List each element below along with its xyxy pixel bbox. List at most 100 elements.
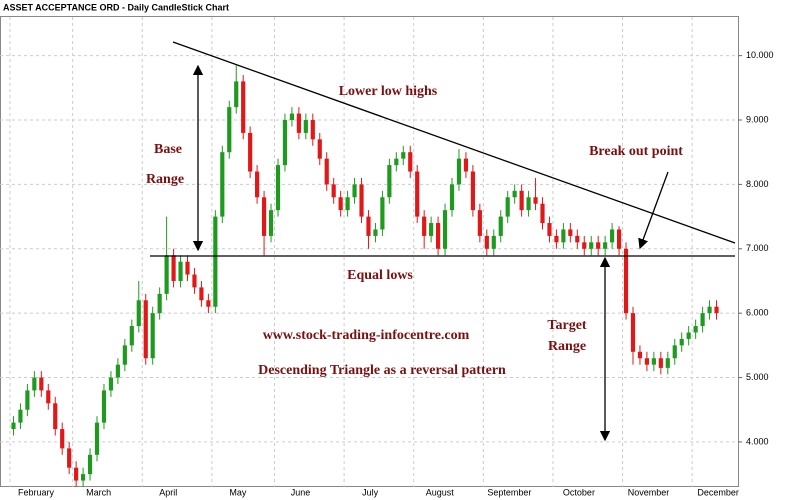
- plot-frame: [0, 16, 739, 487]
- y-tick-label: 7.000: [746, 243, 769, 253]
- y-tick-label: 5.000: [746, 372, 769, 382]
- candle-body: [477, 210, 482, 236]
- candle-body: [449, 184, 455, 211]
- candle-body: [401, 152, 406, 159]
- candle-body: [94, 422, 100, 455]
- candle-body: [108, 377, 114, 391]
- candle-body: [700, 313, 705, 327]
- candle-body: [519, 190, 524, 211]
- candle-body: [644, 358, 649, 365]
- x-tick-label: April: [159, 487, 177, 497]
- candle-body: [11, 422, 16, 430]
- candle-body: [101, 390, 107, 423]
- x-tick-label: November: [628, 487, 670, 497]
- candle-body: [150, 313, 155, 359]
- annotation: Target: [547, 318, 586, 333]
- candle-body: [46, 390, 51, 404]
- candle-body: [206, 300, 211, 307]
- candle-body: [415, 171, 420, 217]
- candle-body: [171, 255, 176, 281]
- candle-body: [317, 139, 322, 159]
- candle-body: [533, 197, 538, 204]
- candle-body: [324, 158, 329, 185]
- candle-body: [282, 120, 288, 166]
- y-tick-label: 4.000: [746, 436, 769, 446]
- candle-body: [714, 306, 719, 314]
- candle-body: [39, 377, 44, 391]
- candle-body: [248, 132, 253, 172]
- candle-body: [192, 274, 197, 288]
- candle-body: [310, 120, 315, 140]
- candle-body: [394, 158, 399, 166]
- candle-body: [596, 242, 601, 249]
- candle-body: [74, 467, 79, 481]
- candle-body: [359, 184, 364, 217]
- candle-body: [672, 345, 677, 359]
- candle-body: [442, 210, 448, 249]
- candle-body: [422, 216, 427, 236]
- y-tick-label: 8.000: [746, 179, 769, 189]
- annotation: Break out point: [589, 144, 683, 159]
- candle-body: [53, 403, 58, 430]
- candle-body: [484, 235, 489, 249]
- candle-body: [115, 364, 120, 378]
- candle-body: [679, 338, 684, 346]
- candle-body: [498, 216, 503, 236]
- candle-body: [352, 184, 357, 198]
- candle-body: [199, 287, 204, 301]
- candle-body: [213, 216, 218, 307]
- candle-body: [32, 377, 37, 391]
- candle-body: [136, 300, 141, 327]
- x-tick-label: February: [18, 487, 55, 497]
- y-tick-label: 9.000: [746, 114, 769, 124]
- candle-body: [81, 474, 86, 481]
- candle-body: [289, 113, 294, 121]
- y-tick-label: 6.000: [746, 308, 769, 318]
- candle-body: [637, 351, 643, 359]
- breakout-arrow: [638, 171, 669, 250]
- candle-body: [366, 216, 371, 236]
- candle-body: [463, 158, 469, 172]
- candle-body: [561, 229, 566, 243]
- trend-line: [172, 41, 736, 244]
- candle-body: [185, 261, 190, 275]
- candle-body: [220, 152, 225, 217]
- candle-body: [610, 229, 615, 243]
- candle-body: [603, 242, 608, 249]
- candle-body: [707, 306, 712, 314]
- y-tick-label: 10.000: [746, 50, 774, 60]
- candle-body: [470, 171, 475, 211]
- annotation: Lower low highs: [339, 84, 438, 99]
- candle-body: [623, 248, 629, 314]
- x-tick-label: December: [697, 487, 739, 497]
- candle-body: [589, 242, 594, 249]
- candle-body: [380, 197, 385, 230]
- x-tick-label: September: [487, 487, 531, 497]
- candle-body: [568, 229, 573, 236]
- candle-body: [164, 255, 169, 294]
- candle-body: [665, 358, 670, 368]
- candle-body: [456, 158, 462, 185]
- x-tick-label: August: [426, 487, 455, 497]
- candle-body: [436, 223, 441, 249]
- candle-body: [512, 190, 517, 198]
- candle-body: [331, 184, 336, 198]
- candle-body: [227, 107, 232, 153]
- x-tick-label: June: [291, 487, 311, 497]
- candle-body: [408, 152, 413, 172]
- candle-body: [25, 390, 30, 410]
- x-tick-label: October: [563, 487, 595, 497]
- candle-body: [268, 210, 274, 236]
- candle-body: [505, 197, 510, 217]
- candle-body: [143, 300, 148, 359]
- candle-body: [261, 197, 267, 236]
- candle-body: [575, 235, 580, 243]
- candle-body: [67, 448, 72, 468]
- candle-body: [241, 81, 246, 133]
- candle-body: [540, 203, 545, 224]
- candle-body: [275, 165, 281, 211]
- annotation: Range: [146, 172, 184, 187]
- candle-body: [554, 235, 559, 243]
